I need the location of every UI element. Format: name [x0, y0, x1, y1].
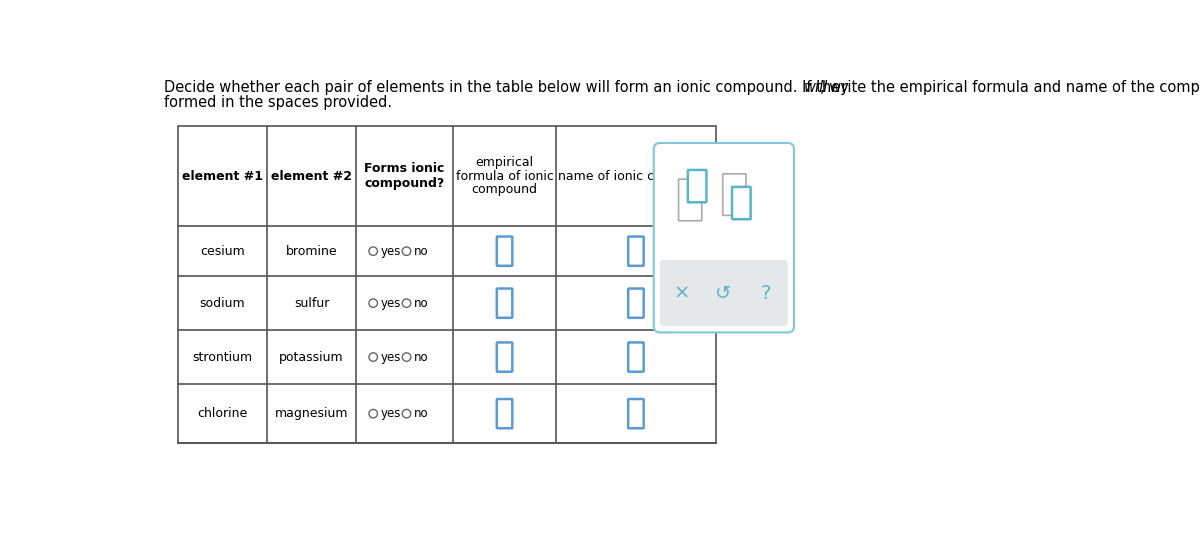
FancyBboxPatch shape — [628, 343, 643, 372]
Text: compound: compound — [472, 184, 538, 196]
Text: formed in the spaces provided.: formed in the spaces provided. — [164, 96, 392, 111]
Text: Forms ionic: Forms ionic — [365, 162, 445, 175]
FancyBboxPatch shape — [628, 236, 643, 266]
Text: element #1: element #1 — [182, 169, 263, 183]
Text: no: no — [414, 245, 428, 258]
Text: strontium: strontium — [192, 350, 252, 364]
Text: ↺: ↺ — [715, 284, 732, 302]
Text: potassium: potassium — [280, 350, 344, 364]
Text: , write the empirical formula and name of the compound: , write the empirical formula and name o… — [820, 80, 1200, 95]
FancyBboxPatch shape — [654, 143, 794, 332]
FancyBboxPatch shape — [497, 399, 512, 428]
Text: Decide whether each pair of elements in the table below will form an ionic compo: Decide whether each pair of elements in … — [164, 80, 853, 95]
Text: yes: yes — [380, 296, 401, 310]
FancyBboxPatch shape — [678, 179, 702, 221]
Text: will: will — [804, 80, 828, 95]
Text: yes: yes — [380, 350, 401, 364]
FancyBboxPatch shape — [628, 289, 643, 318]
Text: empirical: empirical — [475, 156, 534, 169]
Text: compound?: compound? — [365, 177, 445, 190]
FancyBboxPatch shape — [497, 343, 512, 372]
FancyBboxPatch shape — [628, 399, 643, 428]
Text: bromine: bromine — [286, 245, 337, 258]
Text: no: no — [414, 350, 428, 364]
Text: no: no — [414, 296, 428, 310]
FancyBboxPatch shape — [497, 289, 512, 318]
FancyBboxPatch shape — [722, 174, 746, 216]
Text: ?: ? — [761, 284, 772, 302]
FancyBboxPatch shape — [660, 260, 788, 326]
FancyBboxPatch shape — [732, 187, 751, 219]
Text: ×: × — [673, 284, 690, 302]
Text: sodium: sodium — [199, 296, 245, 310]
Text: sulfur: sulfur — [294, 296, 329, 310]
FancyBboxPatch shape — [497, 236, 512, 266]
Text: name of ionic compound: name of ionic compound — [558, 169, 714, 183]
Text: no: no — [414, 407, 428, 420]
Text: element #2: element #2 — [271, 169, 352, 183]
Text: yes: yes — [380, 407, 401, 420]
Text: yes: yes — [380, 245, 401, 258]
Text: formula of ionic: formula of ionic — [456, 169, 553, 183]
Text: chlorine: chlorine — [197, 407, 247, 420]
Bar — [178, 126, 715, 443]
Text: magnesium: magnesium — [275, 407, 348, 420]
Text: cesium: cesium — [200, 245, 245, 258]
FancyBboxPatch shape — [688, 170, 707, 202]
